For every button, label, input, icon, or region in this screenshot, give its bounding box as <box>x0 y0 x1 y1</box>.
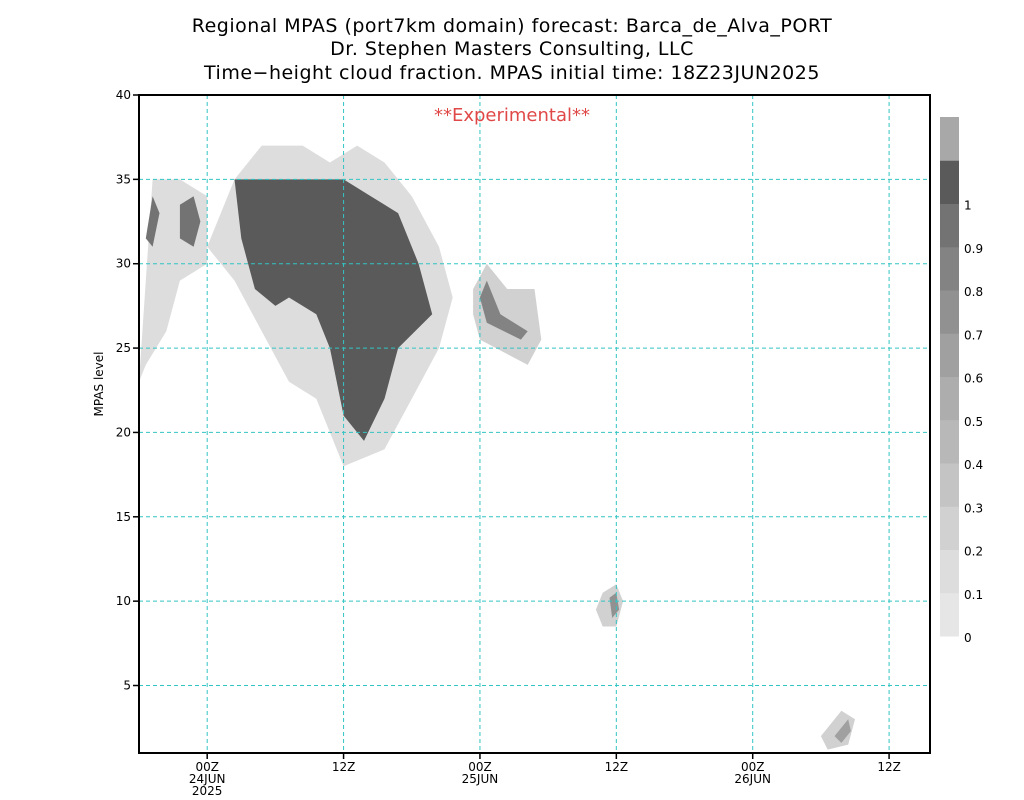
chart-title-line-2: Dr. Stephen Masters Consulting, LLC <box>330 38 694 60</box>
colorbar-label-3: 0.3 <box>964 501 983 515</box>
y-tick-label-25: 25 <box>116 341 131 355</box>
cloud-region-main-dense <box>234 179 433 441</box>
cloud-region-surface-dense <box>834 719 851 743</box>
x-tick-label-0-0: 00Z <box>195 760 219 774</box>
colorbar-segment-9 <box>940 203 959 248</box>
chart-title-line-3: Time−height cloud fraction. MPAS initial… <box>203 62 820 84</box>
colorbar-label-9: 0.9 <box>964 242 983 256</box>
colorbar-label-2: 0.2 <box>964 545 983 559</box>
colorbar-label-8: 0.8 <box>964 285 983 299</box>
colorbar-label-5: 0.5 <box>964 415 983 429</box>
y-tick-label-35: 35 <box>116 172 131 186</box>
cloud-region-west-dense <box>145 196 160 247</box>
x-tick-label-0-1: 24JUN <box>189 772 226 786</box>
x-tick-label-30-0: 12Z <box>605 760 629 774</box>
y-axis-label: MPAS level <box>92 352 106 417</box>
plot-frame <box>138 94 931 754</box>
colorbar-label-1: 0.1 <box>964 588 983 602</box>
cloud-region-surface-light <box>820 710 855 750</box>
colorbar-label-4: 0.4 <box>964 458 983 472</box>
y-tick-label-20: 20 <box>116 425 131 439</box>
colorbar-segment-2 <box>940 506 959 550</box>
colorbar-label-6: 0.6 <box>964 372 983 386</box>
colorbar-segment-5 <box>940 376 959 421</box>
y-tick-label-10: 10 <box>116 594 131 608</box>
colorbar: 0 0.1 0.2 0.3 0.4 0.5 0.6 0.7 0.8 0.9 1 <box>940 117 983 645</box>
colorbar-segment-11 <box>940 117 959 161</box>
y-tick-label-30: 30 <box>116 257 131 271</box>
colorbar-segment-7 <box>940 290 959 334</box>
colorbar-label-10: 1 <box>964 199 972 213</box>
colorbar-label-7: 0.7 <box>964 328 983 342</box>
colorbar-segment-6 <box>940 333 959 377</box>
colorbar-segment-10 <box>940 160 959 204</box>
experimental-annotation: **Experimental** <box>434 105 590 126</box>
colorbar-segment-1 <box>940 549 959 594</box>
cloud-region-west2-dense <box>179 196 201 247</box>
x-tick-label-10-0: 12Z <box>332 760 356 774</box>
x-tick-label-20-1: 25JUN <box>462 772 499 786</box>
chart-title-line-1: Regional MPAS (port7km domain) forecast:… <box>192 15 833 37</box>
y-tick-label-5: 5 <box>123 679 131 693</box>
colorbar-label-0: 0 <box>964 631 972 645</box>
colorbar-segment-3 <box>940 463 959 507</box>
x-tick-label-50-0: 12Z <box>877 760 901 774</box>
colorbar-segment-8 <box>940 246 959 291</box>
chart-titles: Regional MPAS (port7km domain) forecast:… <box>192 15 833 84</box>
cloud-region-east-dense <box>479 280 528 340</box>
y-tick-label-40: 40 <box>116 88 131 102</box>
x-tick-label-40-1: 26JUN <box>734 772 771 786</box>
x-tick-label-20-0: 00Z <box>468 760 492 774</box>
colorbar-segment-4 <box>940 419 959 464</box>
x-tick-label-40-0: 00Z <box>741 760 765 774</box>
x-tick-label-0-2: 2025 <box>192 784 223 798</box>
y-tick-label-15: 15 <box>116 510 131 524</box>
colorbar-segment-0 <box>940 592 959 637</box>
